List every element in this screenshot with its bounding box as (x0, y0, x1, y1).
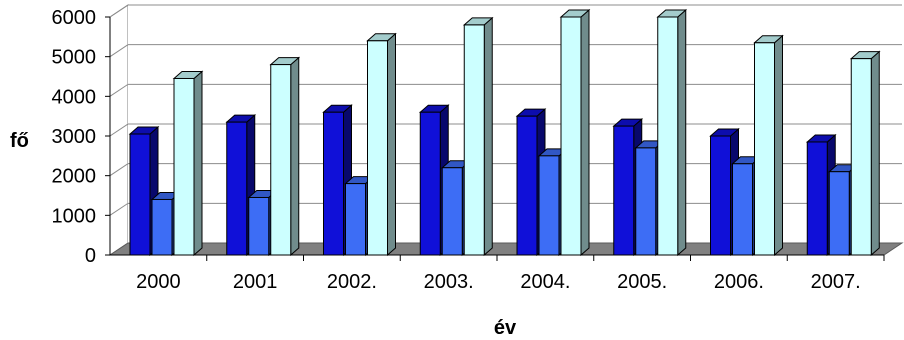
bar (366, 32, 397, 257)
y-tick-label: 2000 (52, 166, 97, 188)
bar-front (367, 40, 388, 256)
bar-front (270, 64, 292, 256)
x-tick-label: 2000 (136, 271, 181, 293)
bar-front (732, 163, 753, 256)
y-tick-label: 1000 (52, 205, 97, 227)
bar-side (677, 8, 687, 257)
y-tick-label: 6000 (52, 7, 97, 29)
bar (462, 16, 494, 257)
x-tick-label: 2005. (617, 271, 667, 293)
bar (269, 56, 301, 257)
bar (849, 50, 881, 257)
bar-side (774, 34, 783, 257)
y-tick-label: 5000 (52, 47, 97, 69)
bar-front (441, 167, 463, 256)
bar-front (560, 16, 582, 256)
bar-front (850, 58, 872, 256)
y-axis-label: fő (10, 130, 29, 152)
x-tick-label: 2002. (327, 271, 377, 293)
bar-side (870, 50, 880, 257)
bar-front (151, 198, 173, 256)
bar-front (657, 16, 679, 256)
bar-side (387, 32, 396, 257)
gridline (109, 123, 902, 137)
x-tick-label: 2007. (811, 271, 861, 293)
bar-front (754, 42, 775, 256)
x-axis-label: év (494, 317, 517, 339)
bars (128, 8, 881, 257)
bar-front (710, 135, 731, 256)
bar (172, 70, 204, 257)
y-tick-labels: 0 1000 2000 3000 4000 5000 6000 (52, 7, 97, 267)
bar (753, 34, 784, 257)
y-tick-label: 0 (85, 245, 96, 267)
bar-side (580, 8, 590, 257)
x-tick-label: 2003. (424, 271, 474, 293)
y-tick-label: 4000 (52, 86, 97, 108)
gridline (109, 4, 902, 18)
bar (656, 8, 688, 257)
bar-side (483, 16, 493, 257)
bar-side (290, 56, 300, 257)
bar-front (463, 24, 485, 256)
bar-front (419, 111, 441, 256)
bar-side (193, 70, 203, 257)
bar-front (323, 111, 344, 256)
y-tick-label: 3000 (52, 126, 97, 148)
x-tick-labels: 2000 2001 2002. 2003. 2004. 2005. 2006. 2007. (136, 271, 861, 293)
x-tick-label: 2006. (714, 271, 764, 293)
gridline (109, 44, 902, 58)
bar-front (129, 133, 151, 256)
x-tick-label: 2001 (233, 271, 278, 293)
gridline (109, 83, 902, 97)
bar-front (173, 77, 195, 256)
bar (559, 8, 591, 257)
bar-front (248, 196, 270, 256)
bar-front (538, 155, 560, 256)
x-tick-label: 2004. (520, 271, 570, 293)
bar-front (635, 147, 657, 256)
bar-front (828, 171, 850, 256)
bar-front (806, 141, 828, 256)
bar-front (226, 121, 248, 256)
bar-front (516, 115, 538, 256)
axes (105, 16, 885, 261)
bar-front (345, 183, 366, 256)
bar-front (613, 125, 635, 256)
